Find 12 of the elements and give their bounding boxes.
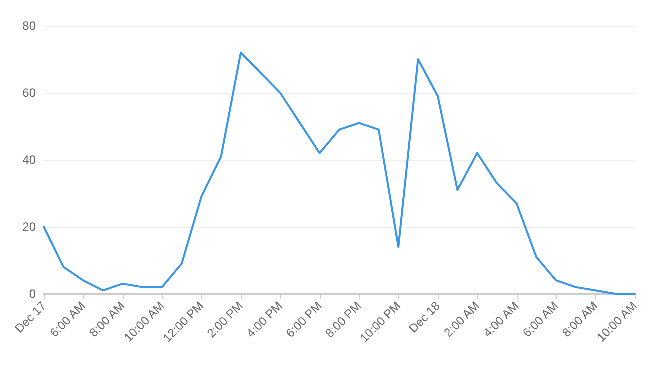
x-tick-label: 6:00 AM (520, 299, 562, 340)
x-tick-label: 6:00 PM (283, 299, 325, 341)
y-tick-label: 80 (22, 19, 36, 33)
x-tick-label: 4:00 AM (480, 299, 522, 340)
x-tick-label: 6:00 AM (47, 299, 88, 340)
x-tick-label: Dec 18 (406, 298, 444, 336)
y-tick-label: 20 (22, 220, 36, 234)
x-tick-label: 4:00 PM (244, 299, 286, 341)
y-tick-label: 40 (22, 153, 36, 167)
y-tick-label: 60 (22, 86, 36, 100)
y-tick-label: 0 (29, 287, 36, 301)
x-tick-label: Dec 17 (12, 298, 50, 336)
